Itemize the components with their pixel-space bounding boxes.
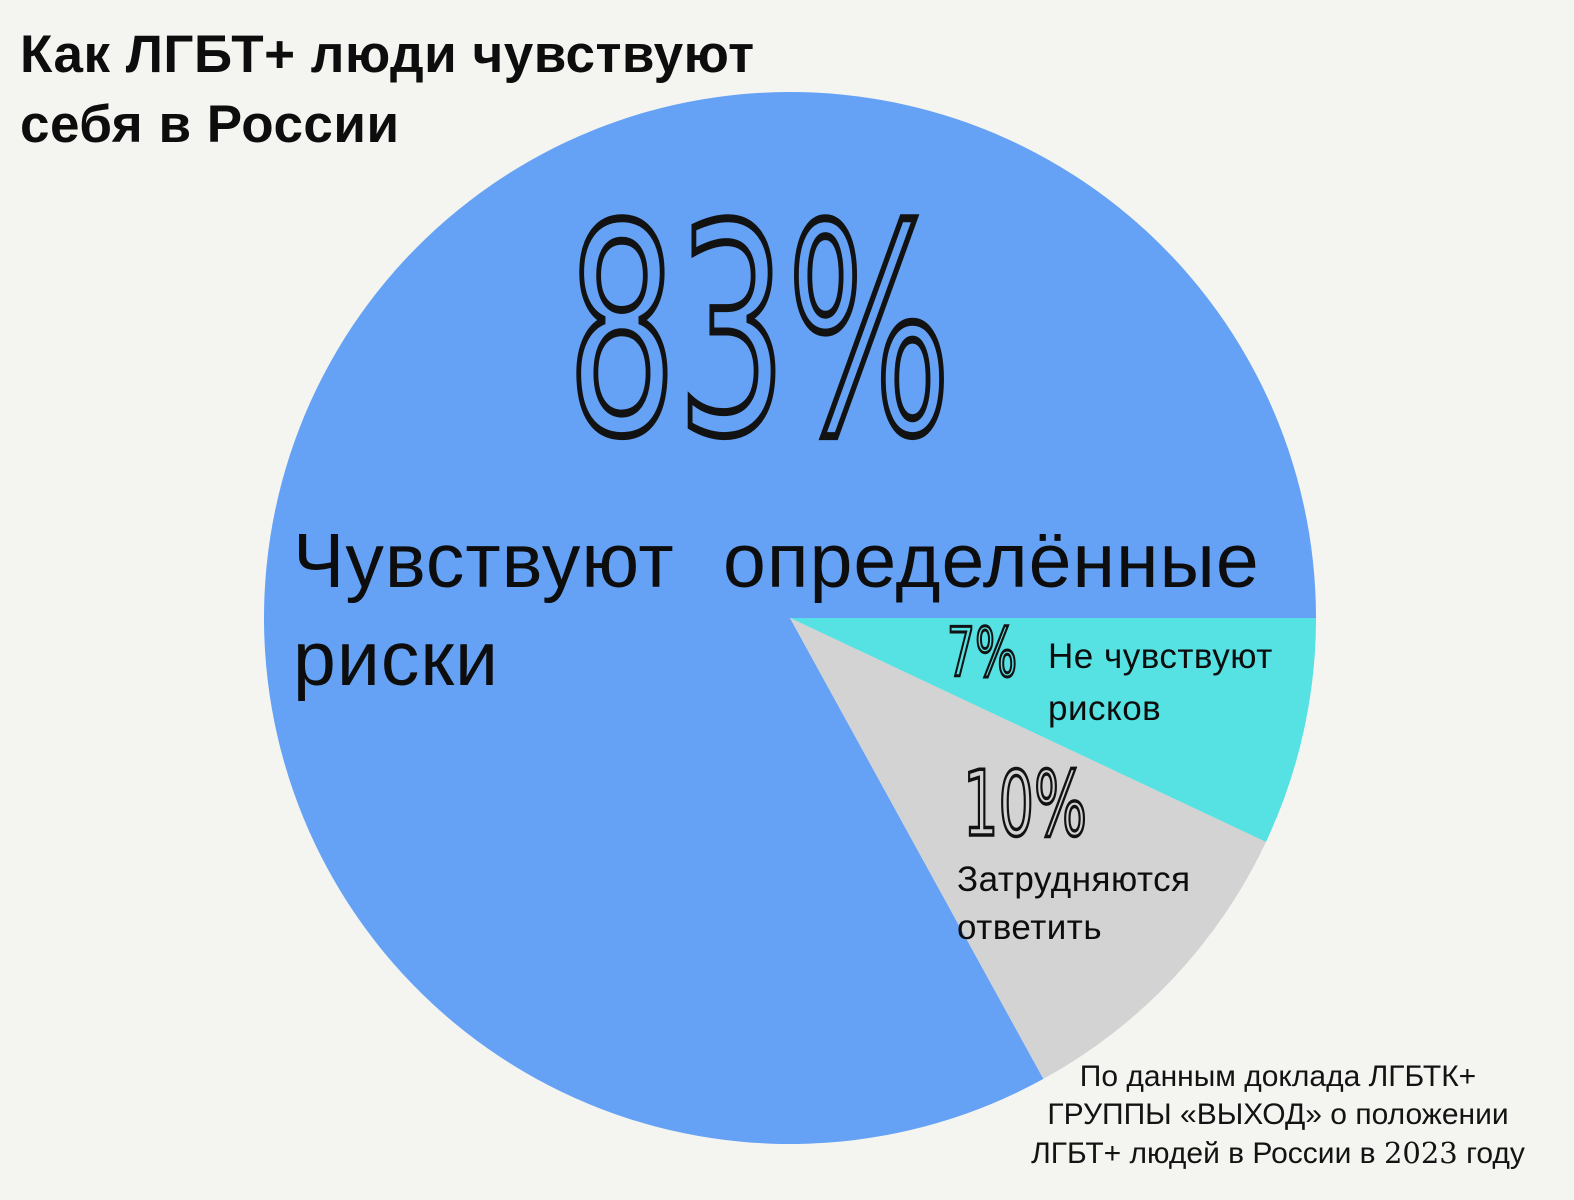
- main-slice-label: Чувствуют определённые риски: [293, 518, 1260, 702]
- source-attribution: По данным доклада ЛГБТК+ ГРУППЫ «ВЫХОД» …: [1028, 1058, 1528, 1173]
- source-line-2: ГРУППЫ «ВЫХОД» о положении: [1047, 1098, 1509, 1131]
- teal-slice-label: Не чувствуют рисков: [1048, 637, 1273, 728]
- pie-slice-1: [790, 618, 1316, 842]
- pie-slice-2: [790, 618, 1266, 1079]
- source-line-3: ЛГБТ+ людей в России в 2023 году: [1031, 1136, 1525, 1170]
- main-slice-percentage: 83%: [565, 165, 954, 500]
- source-line-1: По данным доклада ЛГБТК+: [1079, 1060, 1477, 1093]
- pie-slice-0: [264, 92, 1316, 1145]
- source-year: 2023: [1383, 1136, 1458, 1170]
- teal-slice-percentage: 7%: [946, 614, 1018, 693]
- chart-title: Как ЛГБТ+ люди чувствуют себя в России: [20, 25, 755, 154]
- gray-slice-label: Затрудняются ответить: [957, 860, 1191, 947]
- gray-slice-percentage: 10%: [962, 752, 1088, 857]
